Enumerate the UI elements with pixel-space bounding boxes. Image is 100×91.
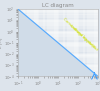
Text: Constrained by output: Constrained by output: [62, 17, 98, 52]
Y-axis label: L [H]: L [H]: [0, 38, 2, 48]
Polygon shape: [18, 9, 98, 76]
Text: voltage ripple V₀: voltage ripple V₀: [69, 24, 97, 50]
Title: LC diagram: LC diagram: [42, 3, 74, 8]
